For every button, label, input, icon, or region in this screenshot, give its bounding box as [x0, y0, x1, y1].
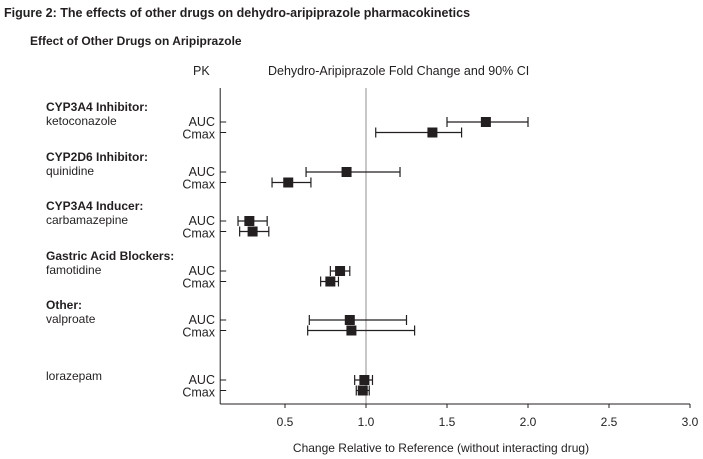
pk-label: Cmax — [182, 227, 215, 241]
pk-label: Cmax — [182, 178, 215, 192]
drug-label: quinidine — [46, 164, 94, 178]
pk-label: AUC — [189, 165, 215, 179]
chart-title: Dehydro-Aripiprazole Fold Change and 90%… — [268, 64, 529, 78]
group-category-label: CYP3A4 Inducer: — [46, 199, 143, 213]
group-category-label: Gastric Acid Blockers: — [46, 249, 174, 263]
x-tick-label: 2.0 — [520, 415, 537, 429]
subtitle: Effect of Other Drugs on Aripiprazole — [30, 34, 242, 48]
group-category-label: CYP2D6 Inhibitor: — [46, 150, 148, 164]
pk-label: Cmax — [182, 386, 215, 400]
point-estimate-marker — [244, 216, 255, 226]
point-estimate-marker — [325, 276, 336, 287]
drug-label: ketoconazole — [46, 114, 117, 128]
pk-label: Cmax — [182, 128, 215, 142]
group-category-label: CYP3A4 Inhibitor: — [46, 100, 148, 114]
point-estimate-marker — [247, 226, 258, 237]
point-estimate-marker — [335, 266, 346, 276]
pk-label: AUC — [189, 373, 215, 387]
figure-title: Figure 2: The effects of other drugs on … — [4, 6, 470, 20]
point-estimate-marker — [359, 375, 370, 385]
pk-header: PK — [193, 64, 210, 78]
pk-label: AUC — [189, 214, 215, 228]
point-estimate-marker — [480, 117, 491, 127]
x-axis-label: Change Relative to Reference (without in… — [293, 441, 589, 455]
x-tick-label: 0.5 — [277, 415, 294, 429]
point-estimate-marker — [283, 177, 294, 188]
drug-label: valproate — [46, 312, 96, 326]
point-estimate-marker — [346, 325, 357, 336]
x-tick-label: 2.5 — [601, 415, 618, 429]
x-tick-label: 3.0 — [682, 415, 699, 429]
pk-label: AUC — [189, 264, 215, 278]
point-estimate-marker — [427, 127, 438, 138]
x-tick-label: 1.0 — [358, 415, 375, 429]
point-estimate-marker — [344, 315, 355, 325]
pk-label: Cmax — [182, 326, 215, 340]
drug-label: lorazepam — [46, 369, 102, 383]
drug-label: famotidine — [46, 263, 102, 277]
point-estimate-marker — [341, 167, 352, 177]
x-tick-label: 1.5 — [439, 415, 456, 429]
group-category-label: Other: — [46, 298, 82, 312]
pk-label: AUC — [189, 313, 215, 327]
drug-label: carbamazepine — [46, 213, 128, 227]
pk-label: AUC — [189, 115, 215, 129]
point-estimate-marker — [357, 385, 368, 396]
pk-label: Cmax — [182, 277, 215, 291]
